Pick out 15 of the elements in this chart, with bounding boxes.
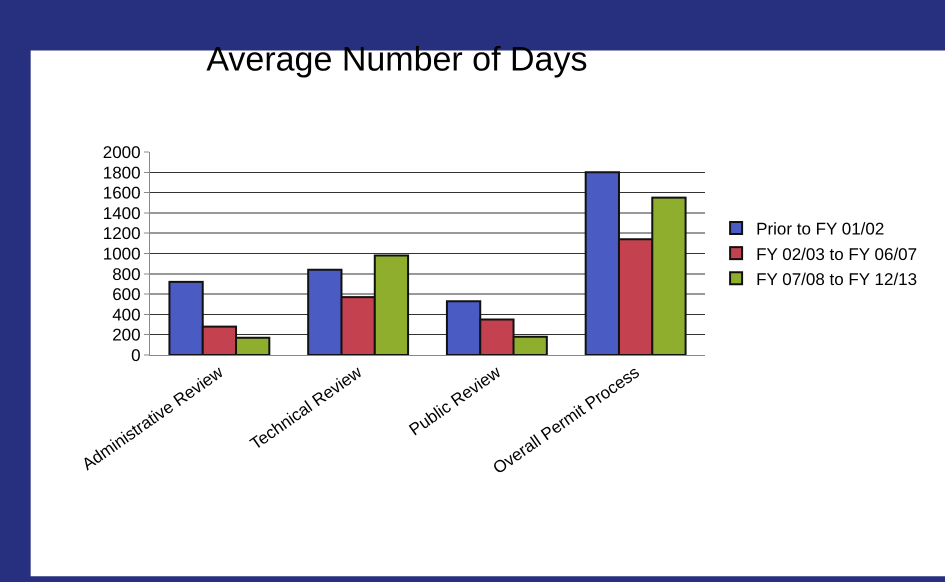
- y-tick-label: 200: [112, 326, 141, 345]
- chart-title: Average Number of Days: [206, 40, 588, 78]
- legend-label: Prior to FY 01/02: [756, 220, 884, 239]
- legend-label: FY 07/08 to FY 12/13: [756, 270, 918, 289]
- y-tick-label: 400: [112, 305, 141, 324]
- legend-label: FY 02/03 to FY 06/07: [756, 244, 918, 264]
- y-tick-label: 0: [131, 346, 141, 365]
- y-tick-label: 1800: [102, 163, 141, 182]
- y-tick-label: 1400: [102, 204, 141, 223]
- y-tick-label: 800: [112, 264, 141, 284]
- y-tick-label: 1600: [102, 184, 141, 203]
- y-tick-label: 2000: [102, 142, 141, 162]
- y-tick-label: 1200: [102, 224, 141, 244]
- y-tick-label: 600: [112, 285, 141, 304]
- y-tick-label: 1000: [102, 244, 141, 264]
